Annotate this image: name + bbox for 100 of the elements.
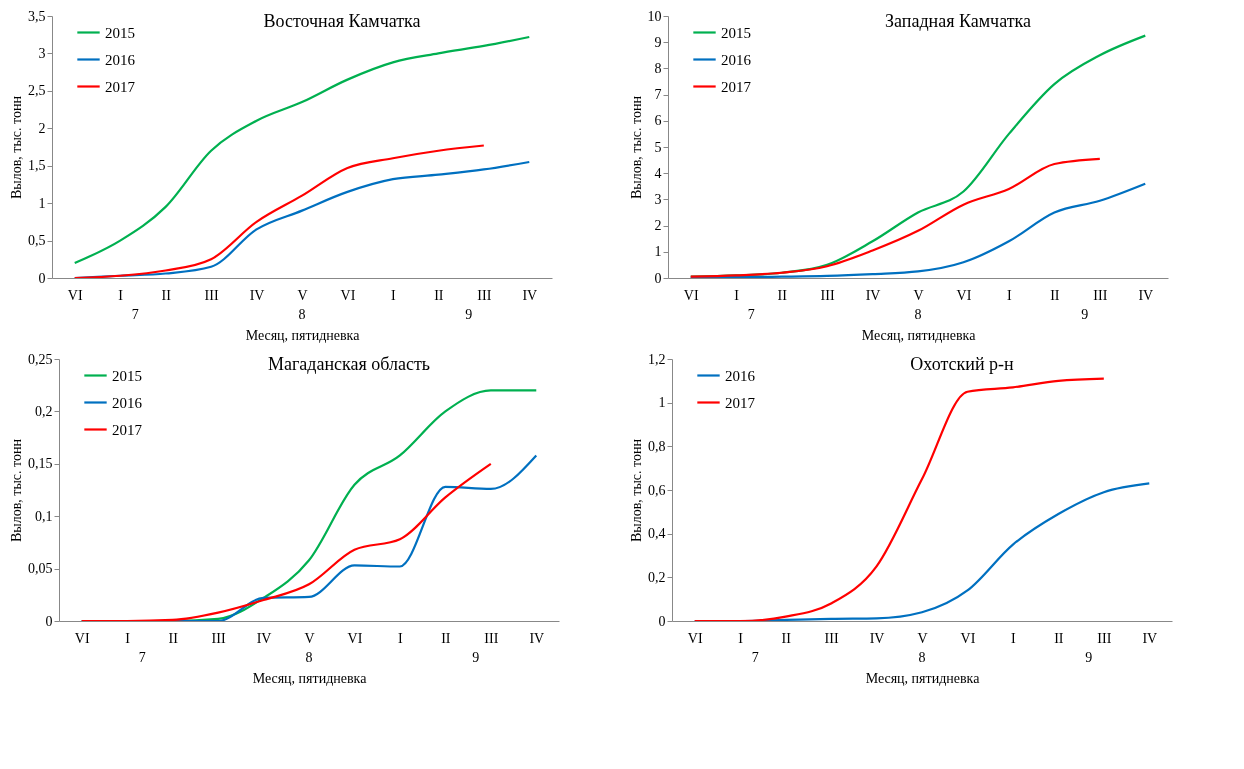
x-tick-label: II — [777, 287, 788, 303]
x-tick-label: V — [917, 630, 928, 646]
x-tick-label: I — [118, 287, 124, 303]
text: 7 — [131, 307, 139, 322]
text: 8 — [305, 650, 313, 665]
legend-label: 2016 — [105, 51, 136, 68]
y-tick-label: 0,2 — [648, 569, 666, 585]
x-tick-label: II — [434, 287, 444, 303]
x-tick-label: II — [781, 630, 792, 646]
y-tick-label: 0,2 — [35, 403, 53, 419]
y-tick-label: 5 — [654, 139, 662, 155]
x-tick-label: IV — [256, 630, 272, 646]
chart-title: Западная Камчатка — [884, 11, 1032, 31]
text: 9 — [1081, 307, 1089, 322]
x-tick-label: III — [824, 630, 839, 646]
x-axis-title: Месяц, пятидневка — [252, 670, 368, 686]
x-tick-label: II — [168, 630, 179, 646]
y-axis-title: Вылов, тыс. тонн — [9, 95, 24, 199]
y-tick-label: 0 — [38, 270, 46, 286]
legend-label: 2017 — [721, 78, 752, 95]
y-tick-label: 8 — [654, 60, 662, 76]
y-tick-label: 3,5 — [28, 8, 46, 24]
x-tick-label: III — [211, 630, 226, 646]
x-tick-label: VI — [74, 630, 90, 646]
x-tick-label: I — [391, 287, 397, 303]
x-tick-label: III — [484, 630, 499, 646]
x-tick-label: III — [1097, 630, 1112, 646]
y-tick-label: 2,5 — [28, 83, 46, 99]
y-axis-title: Вылов, тыс. тонн — [628, 95, 644, 199]
x-tick-label: V — [304, 630, 315, 646]
y-tick-label: 1,5 — [28, 158, 46, 174]
x-axis-title: Месяц, пятидневка — [861, 327, 977, 343]
y-axis-title: Вылов, тыс. тонн — [629, 438, 644, 542]
y-tick-label: 0,8 — [648, 438, 666, 454]
y-axis-title: Вылов, тыс. тонн — [9, 438, 24, 542]
x-tick-label: IV — [865, 287, 881, 303]
x-tick-label: IV — [1142, 630, 1158, 646]
x-tick-label: IV — [1138, 287, 1154, 303]
text: 9 — [465, 307, 473, 322]
x-axis-title: Месяц, пятидневка — [245, 327, 361, 343]
x-tick-label: III — [1093, 287, 1108, 303]
y-tick-label: 3 — [654, 191, 662, 207]
x-tick-label: VI — [347, 630, 363, 646]
x-tick-label: IV — [529, 630, 545, 646]
legend-label: 2015 — [721, 24, 751, 41]
text: 7 — [138, 650, 146, 665]
x-tick-label: I — [125, 630, 131, 646]
y-tick-label: 2 — [654, 218, 662, 234]
x-tick-label: III — [204, 287, 219, 303]
text: 7 — [747, 307, 755, 322]
legend-label: 2016 — [725, 367, 756, 384]
x-tick-label: III — [820, 287, 835, 303]
x-tick-label: V — [297, 287, 308, 303]
text: 8 — [914, 307, 922, 322]
text: 8 — [918, 650, 926, 665]
x-tick-label: V — [913, 287, 924, 303]
y-tick-label: 1 — [654, 244, 662, 260]
y-tick-label: 0 — [658, 613, 666, 629]
x-tick-label: VI — [67, 287, 83, 303]
chart-title: Охотский р-н — [910, 354, 1015, 374]
x-tick-label: II — [1054, 630, 1064, 646]
text: 8 — [298, 307, 306, 322]
x-tick-label: II — [1050, 287, 1060, 303]
y-tick-label: 1,2 — [648, 351, 666, 367]
legend-label: 2015 — [112, 367, 142, 384]
y-tick-label: 0 — [654, 270, 662, 286]
x-tick-label: IV — [869, 630, 885, 646]
x-tick-label: II — [161, 287, 172, 303]
y-tick-label: 1 — [38, 195, 46, 211]
y-tick-label: 0,6 — [648, 482, 666, 498]
legend-label: 2017 — [105, 78, 136, 95]
text: 9 — [1085, 650, 1093, 665]
x-tick-label: VI — [960, 630, 976, 646]
x-tick-label: VI — [687, 630, 703, 646]
x-tick-label: I — [734, 287, 740, 303]
y-tick-label: 4 — [654, 165, 662, 181]
y-tick-label: 3 — [38, 45, 46, 61]
y-tick-label: 2 — [38, 120, 46, 136]
y-tick-label: 6 — [654, 113, 662, 129]
y-tick-label: 0,25 — [28, 351, 53, 367]
y-tick-label: 1 — [658, 395, 666, 411]
y-tick-label: 0,05 — [28, 561, 53, 577]
chart-title: Магаданская область — [267, 354, 431, 374]
y-tick-label: 0,5 — [28, 233, 46, 249]
legend-label: 2015 — [105, 24, 135, 41]
y-tick-label: 0,4 — [648, 526, 666, 542]
y-tick-label: 9 — [654, 34, 662, 50]
chart-title: Восточная Камчатка — [263, 11, 421, 31]
legend-label: 2017 — [725, 394, 756, 411]
x-tick-label: I — [1011, 630, 1017, 646]
x-tick-label: III — [477, 287, 492, 303]
legend-label: 2017 — [112, 421, 143, 438]
x-tick-label: I — [738, 630, 744, 646]
legend-label: 2016 — [721, 51, 752, 68]
y-tick-label: 0 — [45, 613, 53, 629]
y-tick-label: 10 — [647, 8, 662, 24]
y-tick-label: 7 — [654, 87, 662, 103]
x-tick-label: VI — [340, 287, 356, 303]
x-tick-label: IV — [249, 287, 265, 303]
x-tick-label: I — [1007, 287, 1013, 303]
